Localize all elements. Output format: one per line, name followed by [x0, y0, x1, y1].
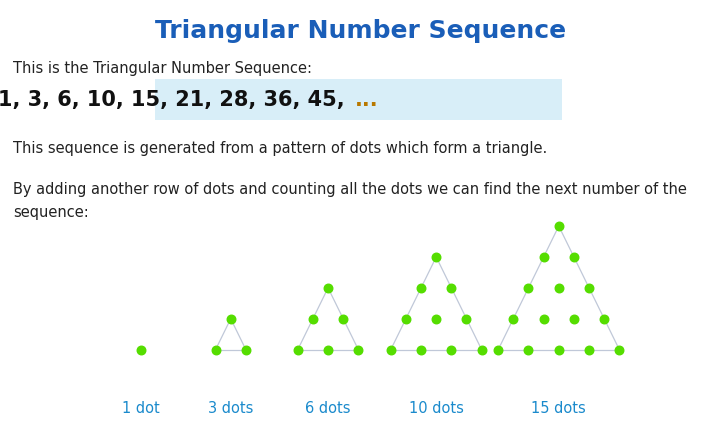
- Text: sequence:: sequence:: [13, 205, 89, 220]
- Point: [322, 346, 334, 353]
- Point: [385, 346, 397, 353]
- Point: [598, 315, 610, 322]
- Point: [508, 315, 519, 322]
- Point: [614, 346, 625, 353]
- Text: 6 dots: 6 dots: [305, 401, 351, 416]
- Text: This is the Triangular Number Sequence:: This is the Triangular Number Sequence:: [13, 61, 312, 76]
- Point: [568, 315, 580, 322]
- Point: [337, 315, 349, 322]
- Point: [225, 315, 236, 322]
- Point: [492, 346, 504, 353]
- Point: [553, 346, 565, 353]
- Text: ...: ...: [355, 90, 379, 110]
- Point: [538, 315, 549, 322]
- Point: [523, 284, 534, 291]
- Point: [307, 315, 319, 322]
- Point: [476, 346, 487, 353]
- Text: 3 dots: 3 dots: [208, 401, 253, 416]
- Point: [400, 315, 412, 322]
- Point: [523, 346, 534, 353]
- Point: [553, 223, 565, 230]
- Point: [135, 346, 146, 353]
- Text: By adding another row of dots and counting all the dots we can find the next num: By adding another row of dots and counti…: [13, 182, 687, 197]
- FancyBboxPatch shape: [155, 79, 562, 120]
- Text: 10 dots: 10 dots: [409, 401, 464, 416]
- Point: [461, 315, 472, 322]
- Point: [415, 346, 427, 353]
- Point: [210, 346, 221, 353]
- Point: [583, 346, 595, 353]
- Text: This sequence is generated from a pattern of dots which form a triangle.: This sequence is generated from a patter…: [13, 141, 547, 156]
- Point: [430, 315, 442, 322]
- Point: [240, 346, 252, 353]
- Point: [415, 284, 427, 291]
- Text: Triangular Number Sequence: Triangular Number Sequence: [155, 19, 566, 43]
- Point: [446, 346, 457, 353]
- Text: 1 dot: 1 dot: [122, 401, 159, 416]
- Point: [292, 346, 304, 353]
- Point: [583, 284, 595, 291]
- Point: [553, 284, 565, 291]
- Point: [353, 346, 364, 353]
- Point: [538, 254, 549, 260]
- Point: [430, 254, 442, 260]
- Text: 1, 3, 6, 10, 15, 21, 28, 36, 45,: 1, 3, 6, 10, 15, 21, 28, 36, 45,: [0, 90, 351, 110]
- Point: [322, 284, 334, 291]
- Point: [568, 254, 580, 260]
- Point: [446, 284, 457, 291]
- Text: 15 dots: 15 dots: [531, 401, 586, 416]
